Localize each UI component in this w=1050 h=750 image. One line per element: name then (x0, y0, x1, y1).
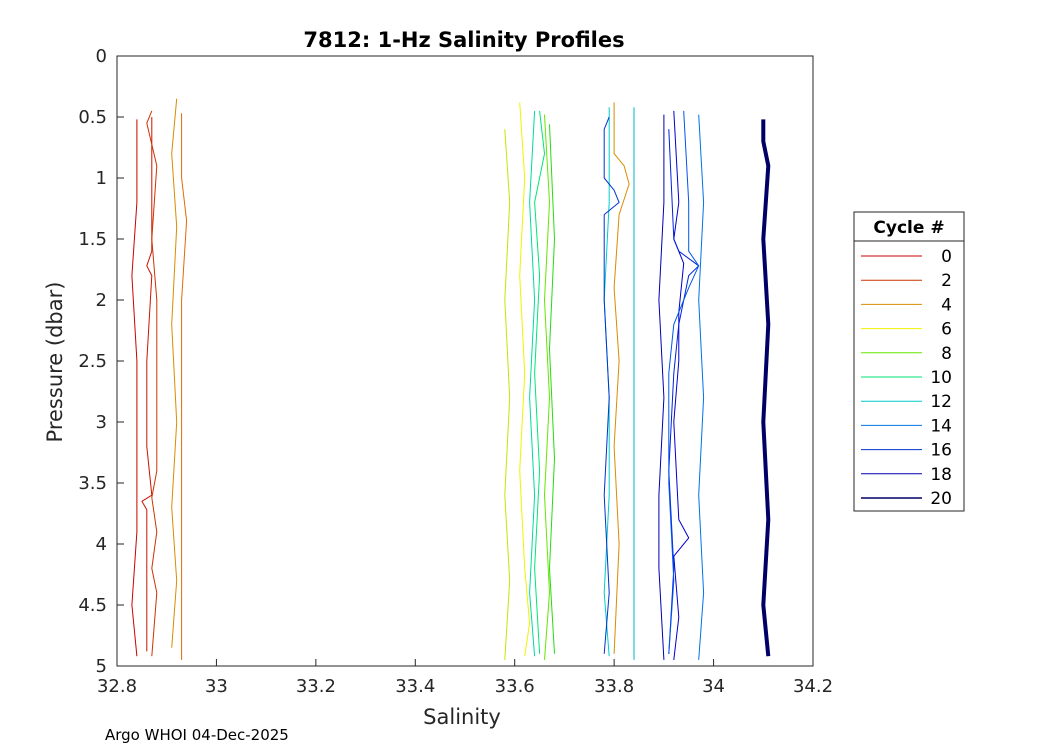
legend-entry-label: 14 (930, 416, 952, 436)
salinity-profile-line (131, 119, 138, 657)
salinity-profile-line (529, 110, 536, 657)
legend-entry-label: 6 (941, 320, 952, 340)
legend: Cycle # 0 2 4 6 8 10 12 14 16 18 20 (853, 211, 965, 512)
legend-entry-label: 4 (941, 295, 952, 315)
chart-title: 7812: 1-Hz Salinity Profiles (303, 28, 624, 52)
x-tick-label: 32.8 (97, 676, 137, 697)
plot-background (117, 56, 813, 666)
salinity-profile-line (603, 116, 620, 654)
legend-entry-label: 16 (930, 441, 952, 461)
x-tick-label: 33.4 (395, 676, 435, 697)
plot-area (116, 55, 814, 667)
salinity-profile-line (549, 124, 555, 654)
y-tick-label: 0.5 (78, 107, 107, 128)
x-axis-label: Salinity (423, 705, 501, 729)
y-tick-label: 1.5 (78, 229, 107, 250)
salinity-profile-line (673, 110, 690, 660)
y-tick-label: 2.5 (78, 351, 107, 372)
legend-entry-label: 8 (941, 344, 952, 364)
x-tick-label: 33 (205, 676, 228, 697)
salinity-profile-line (668, 110, 700, 654)
y-tick-label: 5 (96, 656, 107, 677)
x-tick-label: 33.6 (495, 676, 535, 697)
salinity-profile-line (504, 129, 511, 660)
legend-box (853, 211, 965, 512)
legend-entry-label: 0 (941, 247, 952, 267)
y-axis-ticks: 0 0.5 1 1.5 2 2.5 3 3.5 4 4.5 5 (78, 46, 124, 677)
data-series (131, 98, 771, 660)
legend-entry-label: 20 (930, 489, 952, 509)
y-tick-label: 4.5 (78, 595, 107, 616)
salinity-profile-line (613, 102, 630, 654)
legend-title: Cycle # (873, 218, 944, 238)
salinity-profile-line (181, 113, 188, 660)
legend-entry-label: 18 (930, 465, 952, 485)
x-tick-label: 33.8 (594, 676, 634, 697)
x-tick-label: 33.2 (296, 676, 336, 697)
salinity-profile-line (534, 110, 545, 654)
y-tick-label: 2 (96, 290, 107, 311)
y-tick-label: 0 (96, 46, 107, 67)
salinity-profile-line (698, 114, 705, 660)
salinity-profile-line (658, 114, 665, 660)
salinity-profile-line (171, 98, 178, 648)
salinity-profile-line (544, 114, 550, 660)
x-tick-label: 34 (702, 676, 725, 697)
salinity-profile-line (761, 119, 771, 657)
legend-entry-label: 12 (930, 392, 952, 412)
x-tick-label: 34.2 (793, 676, 833, 697)
legend-entry-label: 10 (930, 368, 952, 388)
y-tick-label: 4 (96, 534, 107, 555)
salinity-profile-line (146, 110, 158, 657)
y-tick-label: 3 (96, 412, 107, 433)
salinity-profile-line (519, 102, 531, 657)
y-tick-label: 1 (96, 168, 107, 189)
footer-credit: Argo WHOI 04-Dec-2025 (105, 726, 289, 744)
y-tick-label: 3.5 (78, 473, 107, 494)
legend-entry-label: 2 (941, 271, 952, 291)
x-axis-ticks: 32.8 33 33.2 33.4 33.6 33.8 34 34.2 (97, 659, 833, 697)
y-axis-label: Pressure (dbar) (43, 282, 67, 443)
